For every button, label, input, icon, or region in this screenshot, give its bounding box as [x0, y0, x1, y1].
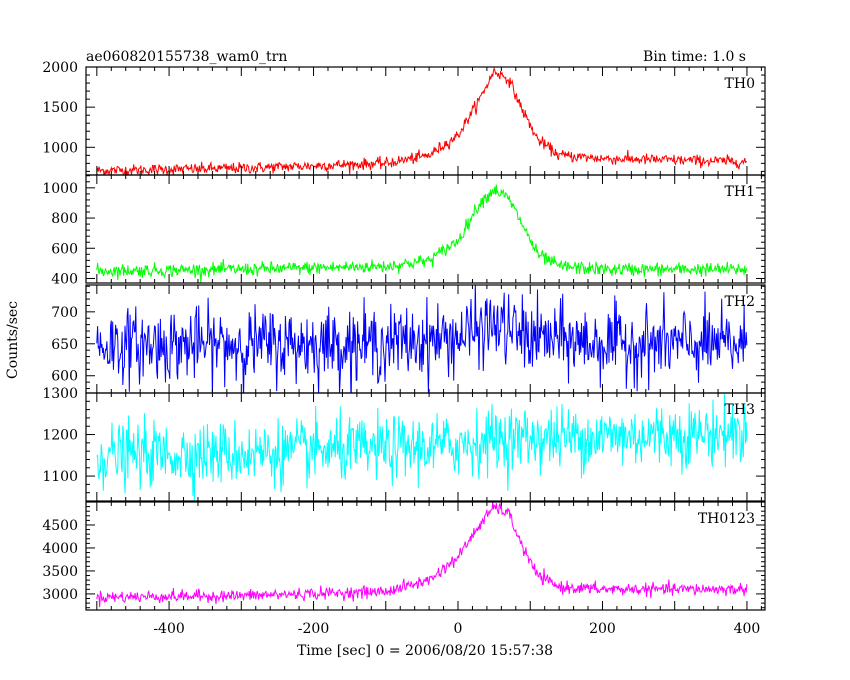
x-tick-label: 200	[589, 621, 616, 637]
y-tick-label: 1200	[42, 428, 78, 444]
y-axis-title: Counts/sec	[5, 301, 21, 379]
y-tick-label: 400	[51, 271, 78, 287]
y-tick-label: 3500	[42, 564, 78, 580]
panel-frame	[85, 392, 766, 502]
y-tick-label: 3000	[42, 587, 78, 603]
bin-time-label: Bin time: 1.0 s	[643, 49, 746, 65]
x-tick-label: -400	[153, 621, 184, 637]
y-tick-label: 1100	[42, 469, 78, 485]
series-line-th1	[96, 184, 748, 283]
series-line-th0123	[96, 502, 748, 608]
y-tick-label: 600	[51, 369, 78, 385]
y-tick-label: 2000	[42, 60, 78, 76]
panel-label-th1: TH1	[725, 184, 755, 200]
y-tick-label: 1000	[42, 140, 78, 156]
x-tick-label: 400	[734, 621, 761, 637]
y-tick-label: 650	[51, 337, 78, 353]
series-line-th3	[96, 393, 748, 501]
panel-frame	[85, 501, 766, 611]
panel-label-th2: TH2	[725, 294, 755, 310]
panel-frame	[85, 66, 766, 176]
series-line-th0	[96, 67, 748, 175]
panel-th1: 400 600 800 1000 TH1	[42, 174, 766, 287]
panel-frame	[85, 174, 766, 284]
x-tick-label: -200	[298, 621, 329, 637]
y-tick-label: 800	[51, 211, 78, 227]
panel-th2: 600 650 700 TH2	[51, 284, 766, 394]
y-tick-label: 600	[51, 241, 78, 257]
y-tick-label: 4500	[42, 518, 78, 534]
panel-th0: 1000 1500 2000 TH0	[42, 60, 766, 176]
series-line-th2	[96, 285, 748, 393]
x-tick-label: 0	[454, 621, 463, 637]
panel-label-th3: TH3	[725, 402, 755, 418]
y-tick-label: 4000	[42, 541, 78, 557]
panel-label-th0123: TH0123	[698, 511, 755, 527]
x-axis-title: Time [sec] 0 = 2006/08/20 15:57:38	[297, 643, 553, 659]
chart-title: ae060820155738_wam0_trn	[86, 49, 287, 65]
y-tick-label: 1000	[42, 181, 78, 197]
y-tick-label: 1500	[42, 100, 78, 116]
panel-label-th0: TH0	[725, 76, 755, 92]
panel-th0123: 3000 3500 4000 4500 TH0123	[42, 501, 766, 611]
panel-th3: 1100 1200 1300 TH3	[42, 386, 766, 502]
y-tick-label: 1300	[42, 386, 78, 402]
y-tick-label: 700	[51, 305, 78, 321]
